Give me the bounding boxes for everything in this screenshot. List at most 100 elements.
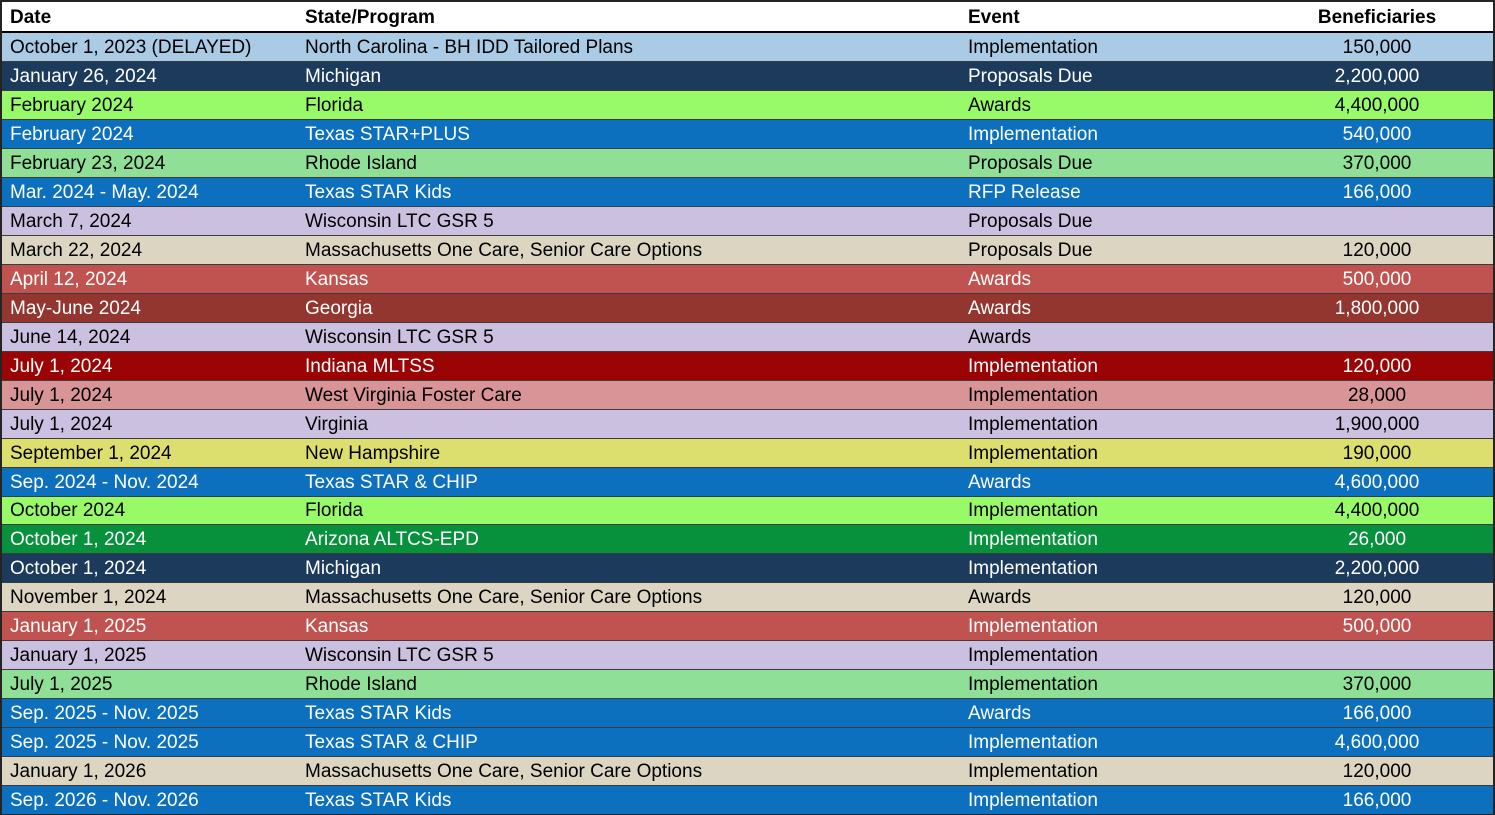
table-row: March 22, 2024 Massachusetts One Care, S… <box>2 234 1493 264</box>
cell-beneficiaries: 120,000 <box>1342 355 1412 376</box>
cell-beneficiaries: 540,000 <box>1342 123 1412 144</box>
table-row: January 1, 2026 Massachusetts One Care, … <box>2 756 1493 786</box>
cell-event: Implementation <box>968 790 1098 811</box>
table-header-row: Date State/Program Event Beneficiaries <box>2 2 1493 33</box>
table-row: April 12, 2024 Kansas Awards 500,000 <box>2 263 1493 293</box>
cell-beneficiaries: 166,000 <box>1342 703 1412 724</box>
cell-state-program: Texas STAR & CHIP <box>305 471 478 492</box>
table-row: July 1, 2024 West Virginia Foster Care I… <box>2 379 1493 409</box>
cell-event: Implementation <box>968 413 1098 434</box>
cell-event: Awards <box>968 94 1032 115</box>
cell-beneficiaries: 4,600,000 <box>1334 732 1420 753</box>
cell-date: July 1, 2025 <box>10 674 113 695</box>
table-row: October 1, 2023 (DELAYED) North Carolina… <box>2 33 1493 61</box>
cell-date: February 2024 <box>10 123 134 144</box>
cell-event: Implementation <box>968 761 1098 782</box>
table-row: Mar. 2024 - May. 2024 Texas STAR Kids RF… <box>2 176 1493 206</box>
cell-event: Implementation <box>968 123 1098 144</box>
cell-date: October 1, 2024 <box>10 558 147 579</box>
cell-date: Mar. 2024 - May. 2024 <box>10 181 199 202</box>
cell-state-program: Florida <box>305 94 364 115</box>
cell-date: October 2024 <box>10 500 126 521</box>
cell-date: September 1, 2024 <box>10 442 172 463</box>
cell-beneficiaries: 1,900,000 <box>1334 413 1420 434</box>
table-row: February 2024 Texas STAR+PLUS Implementa… <box>2 118 1493 148</box>
cell-beneficiaries: 28,000 <box>1347 384 1407 405</box>
cell-event: Implementation <box>968 355 1098 376</box>
cell-beneficiaries: 370,000 <box>1342 674 1412 695</box>
cell-beneficiaries: 4,600,000 <box>1334 471 1420 492</box>
cell-date: Sep. 2026 - Nov. 2026 <box>10 790 199 811</box>
cell-state-program: Michigan <box>305 558 382 579</box>
cell-event: Proposals Due <box>968 239 1093 260</box>
cell-state-program: Texas STAR & CHIP <box>305 732 478 753</box>
cell-event: Awards <box>968 268 1032 289</box>
cell-date: June 14, 2024 <box>10 326 131 347</box>
cell-state-program: Georgia <box>305 297 373 318</box>
cell-beneficiaries: 370,000 <box>1342 152 1412 173</box>
table-row: October 1, 2024 Michigan Implementation … <box>2 553 1493 583</box>
cell-beneficiaries: 150,000 <box>1342 36 1412 57</box>
cell-beneficiaries: 4,400,000 <box>1334 94 1420 115</box>
cell-beneficiaries: 2,200,000 <box>1334 65 1420 86</box>
table-row: May-June 2024 Georgia Awards 1,800,000 <box>2 292 1493 322</box>
cell-date: July 1, 2024 <box>10 384 113 405</box>
cell-state-program: Rhode Island <box>305 674 417 695</box>
table-row: February 2024 Florida Awards 4,400,000 <box>2 89 1493 119</box>
cell-state-program: Massachusetts One Care, Senior Care Opti… <box>305 761 703 782</box>
cell-event: Proposals Due <box>968 152 1093 173</box>
cell-state-program: New Hampshire <box>305 442 441 463</box>
cell-event: Implementation <box>968 442 1098 463</box>
cell-beneficiaries: 26,000 <box>1347 529 1407 550</box>
cell-beneficiaries <box>1261 336 1493 337</box>
table-row: November 1, 2024 Massachusetts One Care,… <box>2 582 1493 612</box>
table-row: Sep. 2024 - Nov. 2024 Texas STAR & CHIP … <box>2 466 1493 496</box>
cell-event: Awards <box>968 587 1032 608</box>
cell-date: February 2024 <box>10 94 134 115</box>
cell-state-program: Texas STAR Kids <box>305 790 452 811</box>
table-row: January 1, 2025 Kansas Implementation 50… <box>2 611 1493 641</box>
column-header-date: Date <box>10 6 52 27</box>
cell-event: Implementation <box>968 500 1098 521</box>
table-row: Sep. 2025 - Nov. 2025 Texas STAR & CHIP … <box>2 727 1493 757</box>
cell-date: November 1, 2024 <box>10 587 167 608</box>
cell-state-program: North Carolina - BH IDD Tailored Plans <box>305 36 634 57</box>
table-row: March 7, 2024 Wisconsin LTC GSR 5 Propos… <box>2 205 1493 235</box>
column-header-event: Event <box>968 6 1020 27</box>
cell-event: Implementation <box>968 645 1098 666</box>
column-header-beneficiaries: Beneficiaries <box>1317 6 1437 27</box>
cell-state-program: Arizona ALTCS-EPD <box>305 529 479 550</box>
cell-state-program: Kansas <box>305 268 369 289</box>
table-row: Sep. 2025 - Nov. 2025 Texas STAR Kids Aw… <box>2 698 1493 728</box>
cell-beneficiaries: 1,800,000 <box>1334 297 1420 318</box>
cell-beneficiaries: 500,000 <box>1342 616 1412 637</box>
cell-event: Awards <box>968 703 1032 724</box>
column-header-state-program: State/Program <box>305 6 435 27</box>
cell-date: January 1, 2025 <box>10 645 147 666</box>
cell-date: Sep. 2025 - Nov. 2025 <box>10 732 199 753</box>
cell-beneficiaries: 4,400,000 <box>1334 500 1420 521</box>
cell-state-program: Virginia <box>305 413 369 434</box>
table-row: October 2024 Florida Implementation 4,40… <box>2 495 1493 525</box>
table-row: October 1, 2024 Arizona ALTCS-EPD Implem… <box>2 524 1493 554</box>
cell-event: Implementation <box>968 558 1098 579</box>
cell-beneficiaries: 166,000 <box>1342 181 1412 202</box>
table-row: July 1, 2024 Indiana MLTSS Implementatio… <box>2 350 1493 380</box>
cell-beneficiaries: 500,000 <box>1342 268 1412 289</box>
cell-state-program: Indiana MLTSS <box>305 355 435 376</box>
cell-beneficiaries: 190,000 <box>1342 442 1412 463</box>
cell-event: Awards <box>968 471 1032 492</box>
table-body: October 1, 2023 (DELAYED) North Carolina… <box>2 33 1493 815</box>
cell-state-program: Massachusetts One Care, Senior Care Opti… <box>305 239 703 260</box>
cell-event: Implementation <box>968 529 1098 550</box>
cell-date: January 26, 2024 <box>10 65 157 86</box>
cell-date: October 1, 2024 <box>10 529 147 550</box>
cell-event: Awards <box>968 297 1032 318</box>
table-row: June 14, 2024 Wisconsin LTC GSR 5 Awards <box>2 321 1493 351</box>
table-row: January 1, 2025 Wisconsin LTC GSR 5 Impl… <box>2 640 1493 670</box>
cell-beneficiaries: 120,000 <box>1342 587 1412 608</box>
table-row: September 1, 2024 New Hampshire Implemen… <box>2 437 1493 467</box>
cell-event: Implementation <box>968 732 1098 753</box>
cell-date: January 1, 2025 <box>10 616 147 637</box>
